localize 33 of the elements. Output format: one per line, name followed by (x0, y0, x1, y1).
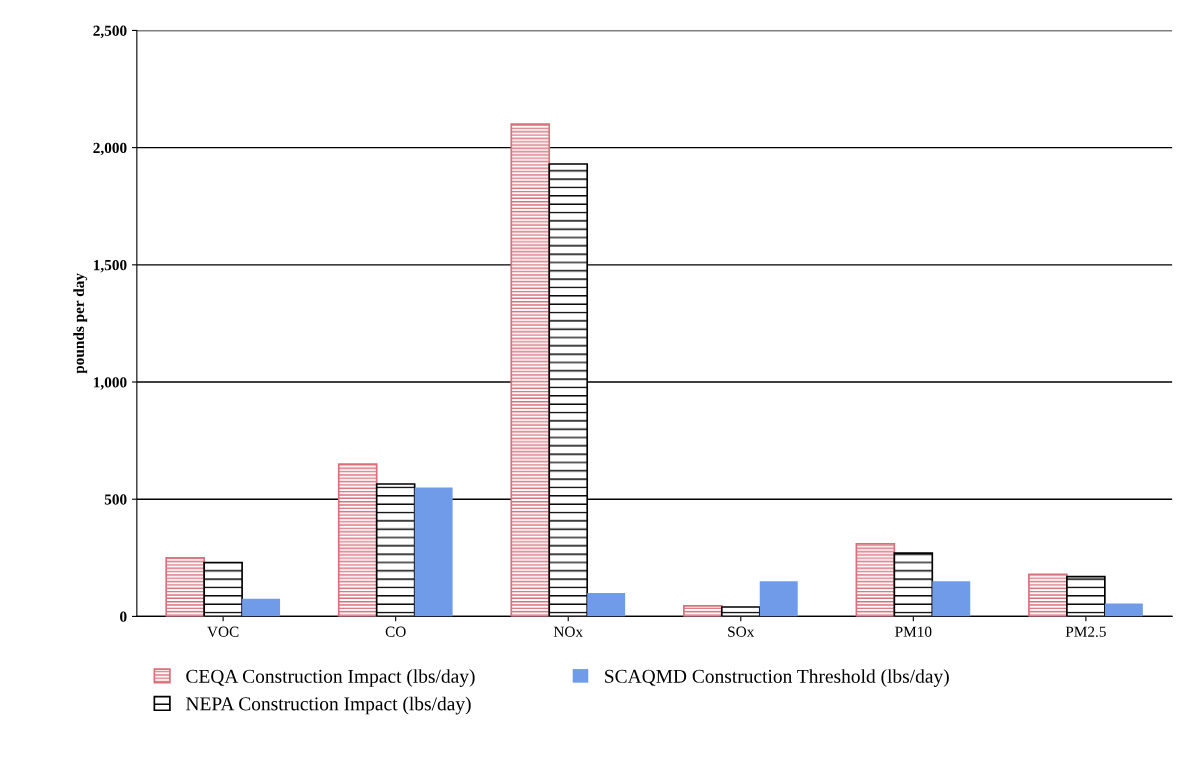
bar (1066, 575, 1106, 617)
bar (165, 556, 205, 617)
x-tick-label: CO (385, 626, 406, 637)
bar (932, 581, 971, 617)
bar (1104, 603, 1143, 617)
bar (337, 463, 378, 617)
y-tick-label: 0 (120, 611, 127, 622)
y-tick-label: 1,000 (93, 377, 127, 390)
bar (855, 542, 896, 617)
y-tick-label: 2,500 (93, 25, 127, 39)
bar (242, 598, 281, 617)
legend-label: CEQA Construction Impact (lbs/day) (186, 669, 475, 687)
legend-label: NEPA Construction Impact (lbs/day) (186, 696, 471, 715)
x-tick-label: NOx (553, 626, 583, 637)
bar (893, 552, 934, 617)
x-tick-label: VOC (207, 626, 239, 637)
x-tick-label: PM2.5 (1065, 626, 1106, 637)
bar (720, 606, 761, 617)
y-tick-label: 500 (104, 494, 127, 505)
x-tick-label: PM10 (895, 626, 932, 637)
y-tick-label: 1,500 (93, 259, 127, 273)
bar (682, 605, 723, 617)
bar (1028, 573, 1068, 617)
x-tick-label: SOx (728, 626, 755, 637)
bar (587, 592, 626, 617)
legend-label: SCAQMD Construction Threshold (lbs/day) (605, 669, 949, 687)
bar (759, 581, 798, 617)
bar (414, 487, 453, 617)
bar (203, 561, 243, 617)
y-tick-label: 2,000 (93, 142, 127, 156)
bar (375, 483, 416, 617)
bar (510, 123, 551, 617)
y-axis-title: pounds per day (73, 273, 88, 374)
